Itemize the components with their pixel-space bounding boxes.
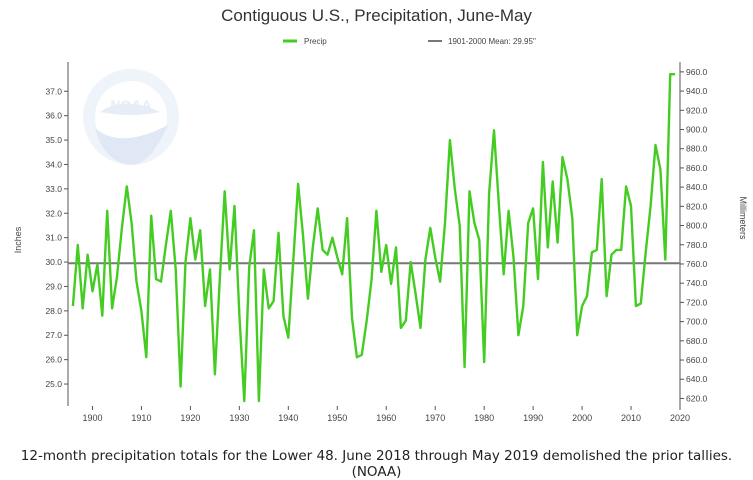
y-left-tick-label: 37.0 <box>45 86 62 96</box>
y-right-tick-label: 960.0 <box>686 67 708 77</box>
y-left-tick-label: 36.0 <box>45 111 62 121</box>
plot-area <box>68 72 680 403</box>
noaa-logo-text: NOAA <box>110 97 151 113</box>
precip-series-line <box>71 72 676 403</box>
x-axis-ticks: 1900 1910 1920 1930 1940 1950 1960 1970 1980 1990… <box>82 406 690 423</box>
y-left-tick-label: 33.0 <box>45 184 62 194</box>
y-right-tick-label: 760.0 <box>686 259 708 269</box>
y-left-tick-label: 32.0 <box>45 208 62 218</box>
y-right-tick-label: 800.0 <box>686 221 708 231</box>
y-right-tick-label: 720.0 <box>686 297 708 307</box>
precipitation-chart: NOAA Precip 1901-2000 Mean: 29.95" Inche… <box>13 37 748 423</box>
y-right-tick-label: 880.0 <box>686 144 708 154</box>
x-tick-label: 1990 <box>523 413 543 423</box>
caption: 12-month precipitation totals for the Lo… <box>20 448 733 480</box>
y-left-tick-label: 35.0 <box>45 135 62 145</box>
y-left-tick-label: 31.0 <box>45 233 62 243</box>
x-tick-label: 2000 <box>572 413 592 423</box>
y-right-tick-label: 620.0 <box>686 393 708 403</box>
y-right-tick-label: 860.0 <box>686 163 708 173</box>
y-right-tick-label: 680.0 <box>686 336 708 346</box>
x-tick-label: 2010 <box>621 413 641 423</box>
x-tick-label: 1970 <box>425 413 445 423</box>
x-tick-label: 1960 <box>376 413 396 423</box>
y-axis-right-ticks: 620.0 640.0 660.0 680.0 700.0 720.0 740.0 760.0… <box>679 62 708 406</box>
x-tick-label: 1980 <box>474 413 494 423</box>
noaa-logo: NOAA <box>83 69 179 165</box>
y-left-tick-label: 26.0 <box>45 355 62 365</box>
y-right-tick-label: 940.0 <box>686 86 708 96</box>
y-left-tick-label: 25.0 <box>45 379 62 389</box>
legend-mean-label: 1901-2000 Mean: 29.95" <box>448 37 536 46</box>
y-right-tick-label: 780.0 <box>686 240 708 250</box>
y-right-tick-label: 740.0 <box>686 278 708 288</box>
legend: Precip 1901-2000 Mean: 29.95" <box>283 37 536 46</box>
y-left-tick-label: 27.0 <box>45 330 62 340</box>
chart-container: Contiguous U.S., Precipitation, June-May… <box>13 6 748 423</box>
x-tick-label: 1940 <box>278 413 298 423</box>
y-right-tick-label: 920.0 <box>686 105 708 115</box>
y-left-tick-label: 28.0 <box>45 306 62 316</box>
y-right-tick-label: 660.0 <box>686 355 708 365</box>
y-left-tick-label: 34.0 <box>45 159 62 169</box>
y-right-tick-label: 640.0 <box>686 374 708 384</box>
y-axis-title-right: Millimeters <box>738 196 748 240</box>
y-right-tick-label: 700.0 <box>686 317 708 327</box>
x-tick-label: 1910 <box>131 413 151 423</box>
x-tick-label: 1900 <box>82 413 102 423</box>
x-tick-label: 2020 <box>670 413 690 423</box>
legend-precip-label: Precip <box>304 37 327 46</box>
y-left-tick-label: 30.0 <box>45 257 62 267</box>
y-left-tick-label: 29.0 <box>45 281 62 291</box>
x-tick-label: 1950 <box>327 413 347 423</box>
chart-title: Contiguous U.S., Precipitation, June-May <box>221 6 532 25</box>
x-tick-label: 1930 <box>229 413 249 423</box>
y-axis-left-ticks: 25.0 26.0 27.0 28.0 29.0 30.0 31.0 32.0 33.0 34.0… <box>45 62 69 406</box>
y-right-tick-label: 840.0 <box>686 182 708 192</box>
y-right-tick-label: 820.0 <box>686 201 708 211</box>
x-tick-label: 1920 <box>180 413 200 423</box>
y-axis-title-left: Inches <box>13 226 23 253</box>
y-right-tick-label: 900.0 <box>686 125 708 135</box>
